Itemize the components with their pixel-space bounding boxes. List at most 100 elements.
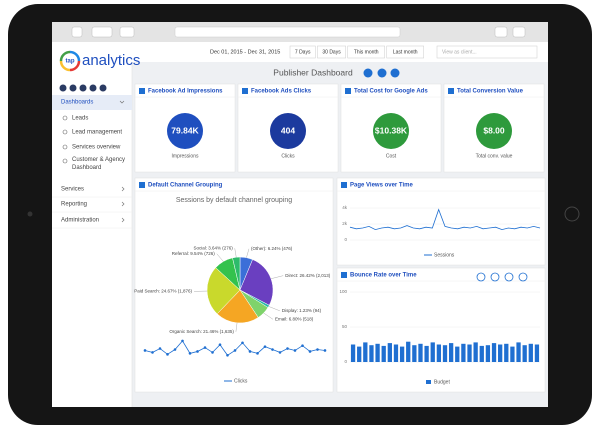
- line-point: [173, 348, 177, 351]
- line-point: [233, 349, 237, 352]
- bar: [406, 341, 411, 362]
- sidebar-icon[interactable]: [89, 84, 97, 92]
- bar: [467, 344, 472, 362]
- widget-tool[interactable]: [490, 272, 500, 282]
- nav-item: Dashboards: [61, 100, 93, 106]
- sidebar-icon[interactable]: [59, 84, 67, 92]
- nav-icon: [62, 144, 68, 150]
- line-point: [286, 347, 289, 350]
- nav-item[interactable]: Customer & Agency Dashboard: [72, 157, 126, 171]
- line-point: [271, 348, 274, 351]
- home-button[interactable]: [564, 206, 580, 222]
- bar: [461, 343, 466, 362]
- sidebar-button[interactable]: [71, 26, 83, 38]
- bar: [516, 342, 521, 362]
- widget-tool[interactable]: [504, 272, 514, 282]
- tabs-overview-button[interactable]: [512, 26, 526, 38]
- widget-icon: [448, 88, 454, 94]
- range-button[interactable]: [347, 45, 385, 59]
- line-point: [278, 351, 282, 354]
- kpi-value: 79.84K: [171, 125, 199, 135]
- nav-chevron: [121, 186, 125, 192]
- widget-subtitle: Sessions by default channel grouping: [176, 197, 292, 204]
- address-bar[interactable]: [174, 26, 401, 38]
- pie-leader: [234, 248, 237, 258]
- line-point: [203, 346, 207, 349]
- nav-chevron: [119, 100, 125, 104]
- bar: [375, 343, 380, 362]
- client-search[interactable]: [436, 45, 538, 59]
- widget-title: Facebook Ad Impressions: [148, 89, 223, 95]
- kpi-caption: Total conv. value: [476, 153, 513, 159]
- pie-label: Organic Search: 21.46% (1,635): [169, 329, 234, 334]
- date-range-picker[interactable]: [205, 46, 285, 58]
- kpi-value: $8.00: [483, 125, 505, 135]
- kpi-value: 404: [281, 125, 295, 135]
- nav-buttons[interactable]: [91, 26, 113, 38]
- bar: [485, 345, 491, 362]
- widget-icon: [139, 88, 145, 94]
- kpi-caption: Impressions: [172, 153, 199, 159]
- bar: [350, 344, 356, 362]
- pie-label: (Other): 6.24% (476): [251, 246, 293, 251]
- bar: [387, 343, 392, 362]
- bar: [357, 346, 362, 362]
- nav-item: Services: [61, 187, 84, 193]
- line-point: [218, 343, 222, 347]
- kpi-circle: [167, 113, 203, 149]
- share-button[interactable]: [494, 26, 508, 38]
- sidebar-icon[interactable]: [99, 84, 107, 92]
- nav-item: Lead management: [72, 130, 122, 136]
- bar: [436, 344, 442, 362]
- nav-chevron: [121, 201, 125, 207]
- bar: [498, 344, 503, 362]
- sidebar-icon[interactable]: [69, 84, 77, 92]
- line-point: [316, 348, 319, 351]
- legend-swatch: [426, 380, 431, 384]
- nav-chevron: [121, 217, 125, 223]
- pie-label: Email: 6.80% (518): [275, 316, 314, 321]
- bar: [430, 342, 435, 362]
- widget-card: [336, 177, 546, 266]
- kpi-value: $10.38K: [375, 125, 408, 135]
- pie-label: Display: 1.23% (94): [282, 308, 322, 313]
- sidebar-icon[interactable]: [79, 84, 87, 92]
- bar: [528, 343, 533, 362]
- logo-ring: [59, 60, 71, 72]
- line-point: [301, 344, 304, 347]
- pie-leader: [270, 275, 284, 279]
- legend-label: Sessions: [434, 252, 455, 258]
- range-button[interactable]: [386, 45, 424, 59]
- logo-ring: [69, 60, 81, 72]
- y-tick-label: 2k: [342, 221, 348, 226]
- bar: [479, 345, 484, 362]
- title-action[interactable]: [377, 68, 387, 78]
- client-search-placeholder: View as client...: [442, 49, 477, 55]
- y-tick-label: 50: [342, 324, 348, 329]
- line-point: [158, 347, 162, 350]
- widget-tool[interactable]: [476, 272, 486, 282]
- bar: [448, 343, 454, 362]
- widget-title: Default Channel Grouping: [148, 183, 223, 189]
- line-point: [226, 353, 229, 357]
- range-button-label: Last month: [393, 49, 418, 55]
- title-action[interactable]: [363, 68, 373, 78]
- range-button[interactable]: [289, 45, 316, 59]
- title-action[interactable]: [390, 68, 400, 78]
- pie-leader: [235, 322, 238, 332]
- line-point: [188, 352, 192, 355]
- nav-icon: [62, 115, 68, 121]
- y-tick-label: 0: [344, 237, 347, 242]
- pie-label: Social: 3.64% (276): [193, 245, 233, 250]
- tabs-button[interactable]: [119, 26, 135, 38]
- range-button-label: 7 Days: [295, 49, 311, 55]
- widget-title: Page Views over Time: [350, 183, 413, 189]
- range-button[interactable]: [317, 45, 346, 59]
- widget-tool[interactable]: [518, 272, 528, 282]
- y-tick-label: 0: [344, 359, 347, 364]
- line-point: [293, 349, 297, 352]
- legend-label: Clicks: [234, 378, 248, 384]
- line-point: [256, 352, 259, 355]
- widget-title: Total Cost for Google Ads: [354, 89, 428, 95]
